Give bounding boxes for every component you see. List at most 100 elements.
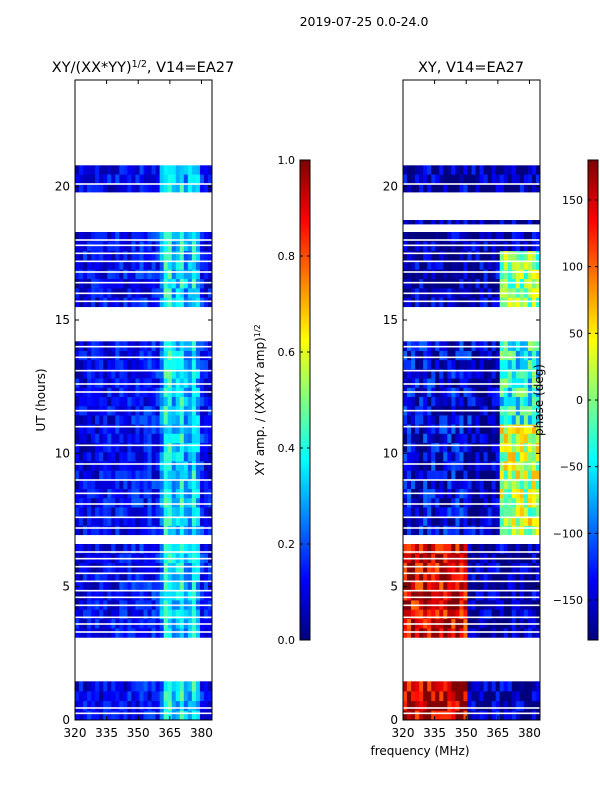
heatmap-cell (199, 700, 205, 711)
heatmap-cell (207, 442, 212, 453)
heatmap-cell (451, 350, 456, 361)
heatmap-cell (431, 479, 436, 490)
flagged-line (75, 580, 212, 583)
flagged-line (403, 292, 540, 295)
heatmap-cell (451, 710, 456, 720)
heatmap-cell (159, 378, 165, 388)
heatmap-cell (523, 183, 529, 193)
heatmap-cell (523, 516, 529, 526)
heatmap-cell (139, 590, 144, 601)
heatmap-cell (187, 507, 193, 517)
heatmap-cell (447, 368, 452, 379)
heatmap-cell (503, 269, 509, 280)
heatmap-cell (419, 220, 424, 225)
heatmap-cell (99, 628, 104, 638)
heatmap-cell (403, 260, 408, 270)
heatmap-cell (167, 544, 173, 554)
heatmap-cell (431, 232, 436, 242)
heatmap-cell (107, 414, 112, 425)
heatmap-cell (415, 183, 420, 193)
heatmap-cell (79, 241, 84, 252)
heatmap-cell (427, 174, 432, 184)
heatmap-cell (523, 581, 529, 592)
heatmap-cell (443, 581, 448, 592)
heatmap-cell (199, 297, 205, 308)
heatmap-cell (419, 250, 424, 261)
heatmap-cell (115, 544, 120, 554)
heatmap-cell (151, 260, 156, 270)
heatmap-cell (179, 590, 185, 601)
heatmap-cell (115, 232, 120, 242)
heatmap-cell (439, 241, 444, 252)
heatmap-cell (115, 269, 120, 280)
heatmap-cell (119, 562, 124, 573)
heatmap-cell (439, 433, 444, 444)
heatmap-cell (459, 497, 464, 508)
heatmap-cell (427, 609, 432, 620)
heatmap-cell (483, 451, 489, 462)
heatmap-cell (479, 479, 484, 490)
heatmap-cell (139, 581, 144, 592)
heatmap-cell (167, 278, 173, 289)
heatmap-cell (435, 378, 440, 388)
heatmap-cell (127, 241, 132, 252)
heatmap-cell (119, 442, 124, 453)
heatmap-cell (151, 278, 156, 289)
heatmap-cell (147, 414, 152, 425)
heatmap-cell (471, 269, 476, 280)
heatmap-cell (423, 424, 428, 434)
heatmap-cell (119, 479, 124, 490)
right-axes-frame (402, 79, 541, 721)
heatmap-cell (75, 609, 80, 620)
heatmap-cell (75, 562, 80, 573)
flagged-line (403, 527, 540, 529)
heatmap-cell (443, 241, 448, 252)
heatmap-cell (115, 609, 120, 620)
heatmap-cell (119, 241, 124, 252)
heatmap-cell (419, 609, 424, 620)
heatmap-cell (423, 451, 428, 462)
heatmap-cell (79, 174, 84, 184)
heatmap-cell (407, 479, 412, 490)
heatmap-cell (187, 433, 193, 444)
heatmap-cell (415, 681, 420, 692)
heatmap-cell (151, 572, 156, 582)
heatmap-cell (195, 691, 201, 702)
heatmap-cell (499, 609, 505, 620)
heatmap-cell (463, 609, 468, 620)
heatmap-cell (447, 497, 452, 508)
heatmap-cell (107, 433, 112, 444)
heatmap-cell (439, 609, 444, 620)
heatmap-cell (95, 628, 100, 638)
heatmap-cell (407, 297, 412, 308)
heatmap-cell (195, 628, 201, 638)
heatmap-cell (123, 451, 128, 462)
heatmap-cell (511, 516, 517, 526)
heatmap-cell (119, 497, 124, 508)
heatmap-cell (467, 424, 472, 434)
heatmap-cell (479, 368, 484, 379)
heatmap-cell (515, 433, 521, 444)
heatmap-cell (107, 581, 112, 592)
heatmap-cell (143, 581, 148, 592)
heatmap-cell (159, 691, 165, 702)
heatmap-cell (435, 350, 440, 361)
heatmap-cell (487, 681, 493, 692)
heatmap-cell (207, 628, 212, 638)
heatmap-cell (179, 710, 185, 720)
heatmap-cell (515, 451, 521, 462)
heatmap-cell (119, 424, 124, 434)
heatmap-cell (207, 691, 212, 702)
heatmap-cell (443, 544, 448, 554)
heatmap-cell (499, 250, 505, 261)
heatmap-cell (423, 183, 428, 193)
heatmap-cell (475, 609, 480, 620)
heatmap-cell (99, 507, 104, 517)
heatmap-cell (107, 562, 112, 573)
heatmap-cell (183, 525, 189, 536)
heatmap-cell (147, 378, 152, 388)
heatmap-cell (483, 250, 489, 261)
heatmap-cell (507, 174, 513, 184)
heatmap-cell (531, 507, 537, 517)
heatmap-cell (483, 681, 489, 692)
